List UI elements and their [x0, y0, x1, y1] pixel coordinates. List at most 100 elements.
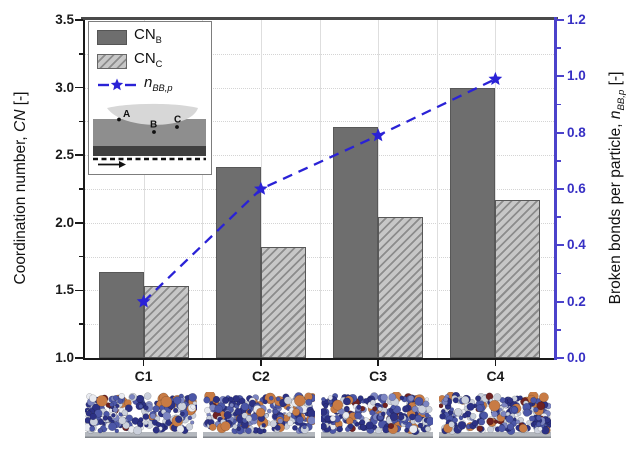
- right-major-tick: [556, 300, 564, 303]
- x-tick: [260, 360, 262, 366]
- particle: [466, 402, 475, 411]
- particle: [155, 421, 162, 428]
- nbbp-line-swatch: [98, 78, 136, 91]
- point-A-label: A: [123, 109, 130, 120]
- particle: [424, 412, 430, 418]
- particle: [94, 409, 103, 418]
- v-gridline: [436, 20, 438, 358]
- particle: [507, 397, 514, 404]
- particle: [292, 408, 301, 417]
- right-tick-label: 0.8: [567, 124, 586, 140]
- particle: [443, 396, 449, 402]
- base-plate-edge: [203, 436, 315, 438]
- left-tick-label: 3.5: [55, 12, 74, 27]
- right-minor-tick: [556, 103, 561, 106]
- bar-cnc-C3: [378, 217, 424, 358]
- particle: [172, 407, 179, 414]
- particle: [115, 403, 120, 409]
- particle: [347, 423, 354, 430]
- particle: [275, 396, 281, 402]
- particle: [528, 415, 536, 422]
- particle: [234, 407, 242, 416]
- particle: [507, 423, 515, 431]
- particle: [414, 414, 423, 423]
- left-spine: [83, 17, 85, 360]
- particle: [533, 406, 539, 413]
- left-major-tick: [75, 221, 83, 224]
- particle: [389, 412, 399, 422]
- cnb-label: CNB: [134, 25, 162, 45]
- particle: [344, 406, 350, 413]
- particle: [305, 398, 313, 406]
- particle: [149, 412, 157, 420]
- particle: [380, 411, 386, 417]
- particle: [180, 411, 185, 417]
- particle: [107, 415, 113, 421]
- arrow-head-icon: [119, 161, 126, 168]
- particle: [111, 413, 116, 418]
- left-axis-symbol: CN: [12, 109, 29, 132]
- particle: [241, 412, 249, 419]
- particle: [240, 402, 250, 411]
- particle: [112, 406, 119, 413]
- right-major-tick: [556, 75, 564, 78]
- point-C-label: C: [174, 115, 181, 126]
- particle: [363, 398, 369, 404]
- particle: [461, 395, 470, 405]
- particle: [266, 408, 272, 414]
- particle: [97, 428, 103, 434]
- particle: [131, 417, 140, 425]
- right-major-tick: [556, 357, 564, 359]
- particle: [283, 396, 292, 405]
- particle: [402, 405, 410, 413]
- left-tick-label: 1.5: [55, 282, 74, 298]
- particle: [439, 403, 444, 409]
- particle: [336, 425, 344, 433]
- particle: [121, 409, 129, 417]
- cnc-bar-swatch: [97, 53, 127, 69]
- right-minor-tick: [556, 216, 561, 218]
- x-tick: [142, 360, 145, 366]
- particle: [417, 405, 427, 414]
- particle: [323, 403, 329, 409]
- legend-item-nbbp: nBB,p: [97, 74, 211, 94]
- legend-inset-schematic: A B C: [93, 103, 206, 168]
- particle: [190, 420, 195, 425]
- right-axis-title-text: Broken bonds per particle,: [607, 119, 624, 305]
- particle: [176, 425, 185, 434]
- right-tick-label: 0.0: [567, 350, 586, 365]
- particle: [188, 393, 197, 402]
- particle: [321, 408, 328, 416]
- particle: [408, 413, 416, 421]
- particle: [518, 423, 528, 433]
- right-major-tick: [556, 19, 564, 21]
- particle: [517, 395, 523, 401]
- particle: [89, 394, 97, 403]
- particle: [173, 396, 182, 405]
- particle: [493, 393, 502, 402]
- particle: [407, 394, 415, 402]
- particle: [185, 423, 194, 431]
- particle: [471, 419, 479, 427]
- legend-item-cnc: CNC: [97, 50, 211, 70]
- particle: [500, 410, 507, 418]
- left-minor-tick: [79, 188, 83, 190]
- particle: [135, 394, 144, 403]
- particle: [535, 415, 542, 421]
- particle: [488, 399, 501, 412]
- particle: [287, 419, 294, 427]
- particle: [375, 427, 382, 435]
- particle: [439, 413, 446, 420]
- particle: [124, 404, 133, 413]
- particle: [424, 425, 431, 432]
- particle: [192, 401, 197, 406]
- particle: [109, 402, 114, 407]
- particle: [505, 415, 514, 424]
- base-plate-edge: [439, 436, 551, 438]
- particle: [452, 417, 459, 424]
- particle: [214, 404, 223, 414]
- particle: [102, 415, 108, 421]
- right-major-tick: [556, 244, 564, 247]
- particle: [143, 405, 149, 411]
- left-minor-tick: [79, 255, 83, 258]
